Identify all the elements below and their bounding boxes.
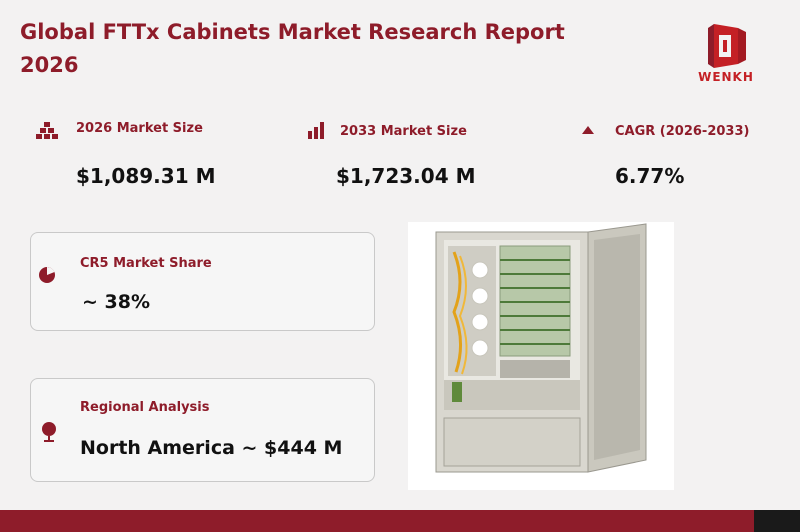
market-2026-value: $1,089.31 M: [76, 164, 216, 188]
wenkh-logo: WENKH: [684, 20, 768, 86]
market-2033-label: 2033 Market Size: [340, 124, 467, 139]
cr5-card: [30, 232, 375, 331]
regional-card: [30, 378, 375, 482]
market-2026-label: 2026 Market Size: [76, 121, 203, 136]
regional-label: Regional Analysis: [80, 400, 210, 415]
market-2033-value: $1,723.04 M: [336, 164, 476, 188]
globe-icon: [42, 422, 56, 442]
fttx-cabinet-image: [408, 222, 674, 490]
triangle-up-icon: [582, 126, 594, 134]
footer-dark-block: [754, 510, 800, 532]
pyramid-icon: [36, 122, 58, 139]
logo-mark-icon: [708, 24, 746, 68]
cr5-label: CR5 Market Share: [80, 256, 212, 271]
footer-bar: [0, 510, 754, 532]
regional-value: North America ~ $444 M: [80, 437, 343, 459]
cagr-value: 6.77%: [615, 164, 685, 188]
cr5-value: ~ 38%: [82, 291, 151, 313]
logo-text: WENKH: [698, 70, 754, 84]
pie-chart-icon: [39, 266, 55, 283]
bar-chart-icon: [308, 122, 324, 139]
cagr-label: CAGR (2026-2033): [615, 124, 750, 139]
page-title: Global FTTx Cabinets Market Research Rep…: [20, 20, 565, 77]
